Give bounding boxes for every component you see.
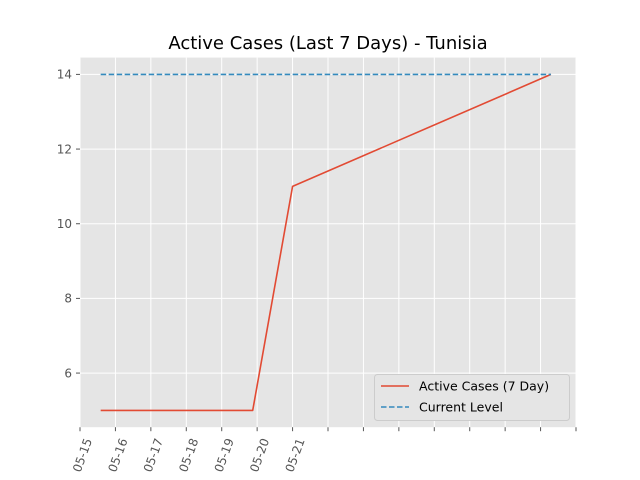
y-axis: 6 8 10 12 14 [57, 68, 80, 380]
y-tick-label: 6 [64, 366, 72, 380]
y-tick-label: 12 [57, 142, 72, 156]
chart-title: Active Cases (Last 7 Days) - Tunisia [168, 33, 487, 54]
legend-box [374, 374, 570, 421]
x-gridlines [79, 57, 577, 428]
legend-label-current-level: Current Level [419, 400, 503, 415]
series-line-active-cases [100, 73, 552, 412]
y-tick-label: 14 [57, 68, 72, 82]
series-layer [100, 73, 552, 412]
y-gridlines [80, 73, 576, 374]
legend-label-active-cases: Active Cases (7 Day) [419, 379, 549, 394]
y-tick-label: 8 [64, 292, 72, 306]
y-tick-label: 10 [57, 217, 72, 231]
legend: Active Cases (7 Day) Current Level [374, 374, 570, 421]
